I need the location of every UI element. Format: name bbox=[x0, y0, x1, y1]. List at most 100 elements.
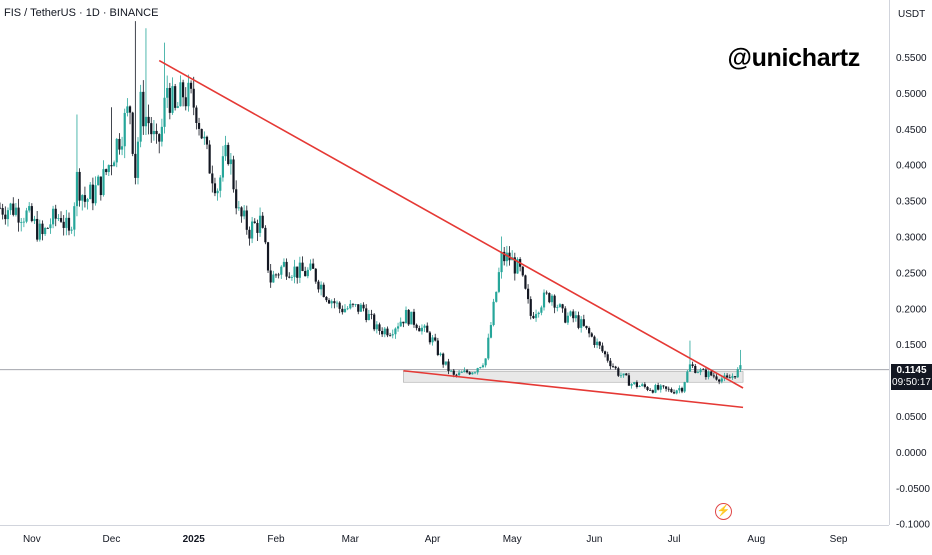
candle-body bbox=[317, 281, 320, 290]
candle-body bbox=[516, 259, 519, 274]
candle-body bbox=[630, 383, 633, 386]
candle-body bbox=[598, 341, 601, 346]
candle-body bbox=[558, 304, 562, 308]
candle-body bbox=[351, 303, 355, 305]
candle-body bbox=[529, 299, 532, 316]
candle-body bbox=[460, 372, 463, 374]
candle-body bbox=[649, 389, 652, 391]
candle-body bbox=[349, 303, 352, 309]
candle-body bbox=[51, 208, 55, 225]
symbol-title[interactable]: FIS / TetherUS · 1D · BINANCE bbox=[4, 7, 159, 19]
candle-body bbox=[720, 378, 723, 382]
candle-body bbox=[412, 311, 416, 325]
candle-body bbox=[585, 325, 588, 329]
candle-body bbox=[158, 134, 161, 142]
y-tick-label: 0.5500 bbox=[896, 53, 927, 64]
candle-body bbox=[314, 268, 317, 282]
candle-body bbox=[614, 366, 617, 369]
y-tick-label: 0.4000 bbox=[896, 161, 927, 172]
candle-body bbox=[582, 319, 585, 326]
candle-body bbox=[641, 384, 644, 386]
candle-body bbox=[139, 91, 142, 142]
candle-body bbox=[444, 361, 447, 365]
candle-body bbox=[94, 185, 97, 204]
candle-body bbox=[593, 336, 596, 346]
candle-body bbox=[553, 295, 556, 308]
candle-body bbox=[718, 379, 721, 382]
candle-body bbox=[465, 370, 469, 373]
candle-body bbox=[664, 386, 668, 389]
candle-body bbox=[545, 292, 548, 294]
candle-body bbox=[688, 364, 692, 372]
price-axis-unit[interactable]: USDT bbox=[898, 9, 926, 20]
lightning-bolt-icon[interactable]: ⚡ bbox=[715, 503, 732, 520]
candle-body bbox=[484, 358, 487, 366]
candle-body bbox=[447, 361, 450, 372]
candle-body bbox=[627, 375, 631, 386]
y-tick-label: 0.4500 bbox=[896, 125, 927, 136]
candle-body bbox=[617, 368, 620, 376]
candle-body bbox=[341, 308, 344, 313]
candle-body bbox=[728, 377, 731, 379]
candle-body bbox=[200, 128, 203, 139]
candle-body bbox=[386, 328, 389, 336]
candle-body bbox=[479, 367, 482, 369]
candle-body bbox=[423, 325, 426, 328]
candle-body bbox=[9, 203, 12, 211]
y-tick-label: 0.0000 bbox=[896, 448, 927, 459]
candle-body bbox=[25, 210, 28, 222]
candle-body bbox=[505, 252, 508, 262]
candle-body bbox=[428, 332, 432, 343]
candle-body bbox=[399, 321, 402, 327]
candle-body bbox=[70, 229, 73, 231]
trendline bbox=[158, 59, 744, 389]
candle-body bbox=[22, 221, 25, 223]
candle-body bbox=[678, 388, 681, 391]
candle-body bbox=[73, 206, 76, 230]
candle-body bbox=[357, 304, 360, 312]
candle-body bbox=[309, 263, 312, 270]
candle-body bbox=[0, 207, 2, 209]
candle-body bbox=[49, 224, 52, 229]
candle-body bbox=[237, 207, 240, 209]
candle-body bbox=[521, 266, 524, 276]
candle-body bbox=[540, 307, 543, 313]
candle-body bbox=[179, 82, 182, 107]
candle-body bbox=[253, 221, 256, 223]
candle-body bbox=[619, 375, 623, 377]
candle-body bbox=[65, 217, 68, 228]
candle-body bbox=[495, 291, 498, 302]
candle-body bbox=[184, 97, 187, 107]
candle-body bbox=[240, 207, 243, 217]
candle-body bbox=[150, 123, 153, 135]
candle-body bbox=[733, 376, 737, 378]
candle-body bbox=[526, 288, 530, 300]
candle-body bbox=[611, 366, 615, 367]
candle-body bbox=[476, 368, 479, 373]
candle-body bbox=[290, 277, 294, 278]
candle-body bbox=[542, 292, 546, 308]
candle-body bbox=[471, 372, 474, 375]
candle-body bbox=[394, 328, 397, 335]
candle-body bbox=[635, 382, 638, 387]
candle-body bbox=[378, 324, 381, 331]
candle-body bbox=[120, 146, 124, 150]
candle-body bbox=[396, 326, 400, 329]
candle-body bbox=[712, 375, 715, 377]
candle-body bbox=[282, 261, 286, 267]
candle-body bbox=[14, 207, 18, 215]
candle-body bbox=[211, 173, 214, 184]
candle-body bbox=[702, 369, 705, 371]
candle-body bbox=[187, 82, 190, 107]
candle-body bbox=[330, 301, 333, 304]
candle-body bbox=[670, 389, 673, 393]
candle-body bbox=[203, 136, 206, 139]
candle-body bbox=[142, 91, 145, 127]
candle-body bbox=[473, 372, 477, 374]
candle-body bbox=[248, 229, 251, 239]
candle-body bbox=[224, 144, 227, 157]
candle-body bbox=[503, 251, 506, 262]
candle-body bbox=[595, 341, 599, 346]
candle-body bbox=[182, 82, 185, 98]
candle-body bbox=[75, 171, 79, 207]
